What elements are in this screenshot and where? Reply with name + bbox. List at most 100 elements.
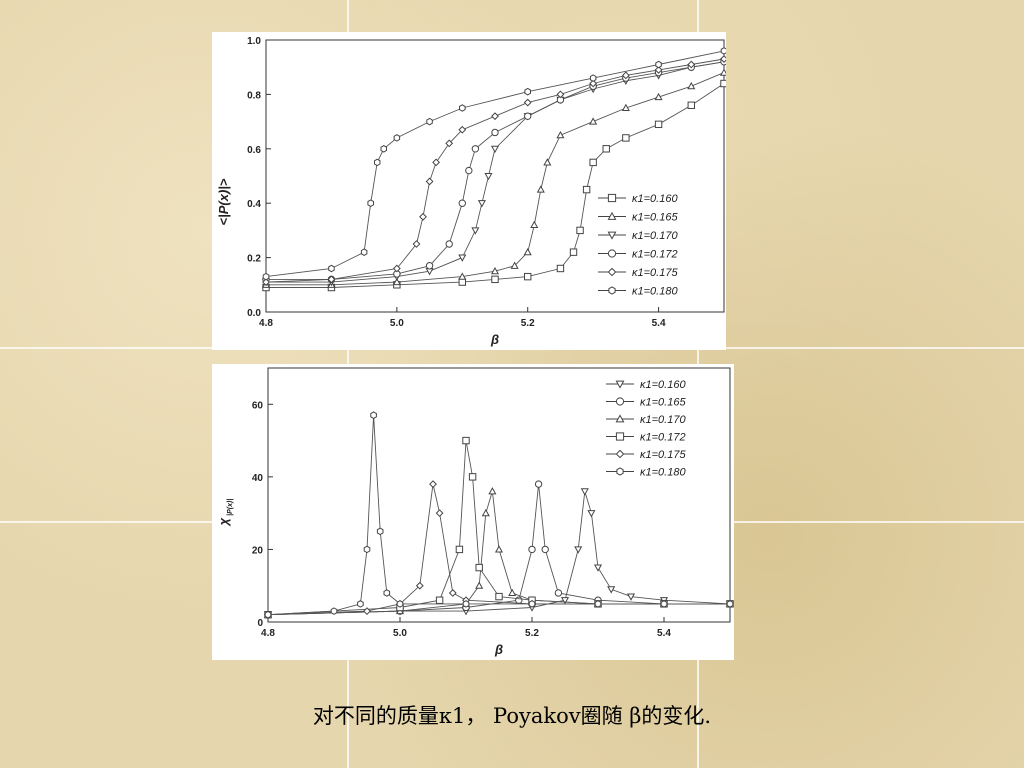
data-point xyxy=(363,545,371,554)
data-point xyxy=(412,240,421,248)
data-point xyxy=(380,145,387,153)
data-point xyxy=(435,509,444,518)
plot-frame xyxy=(267,367,731,623)
legend-entry: κ1=0.165 xyxy=(640,397,686,409)
legend-entry: κ1=0.160 xyxy=(632,193,678,205)
series-line xyxy=(266,72,725,286)
data-point xyxy=(582,185,591,194)
data-point xyxy=(490,145,500,154)
data-point xyxy=(569,248,578,256)
data-point xyxy=(530,220,539,229)
susceptibility-chart-panel: 4.8 5.0 5.2 5.4 0 20 40 60 β χ |P(x)| κ1=0.160 κ1=0… xyxy=(212,364,734,660)
y-tick-label: 0.4 xyxy=(247,199,261,210)
legend-marker xyxy=(615,380,625,389)
data-point xyxy=(602,145,610,153)
data-point xyxy=(655,60,662,69)
data-point xyxy=(264,610,272,619)
data-point xyxy=(541,545,549,554)
data-point xyxy=(458,125,467,134)
data-point xyxy=(435,596,444,604)
series-line xyxy=(266,61,725,283)
data-point xyxy=(459,104,466,112)
data-point xyxy=(432,158,441,167)
data-point xyxy=(587,510,596,518)
data-point xyxy=(429,480,437,489)
data-point xyxy=(556,90,565,99)
data-point xyxy=(393,134,401,142)
data-point xyxy=(660,600,668,608)
data-point xyxy=(589,74,597,82)
legend-marker xyxy=(607,211,617,220)
data-point xyxy=(523,247,532,256)
data-point xyxy=(262,272,270,281)
data-point xyxy=(458,278,466,286)
data-point xyxy=(448,589,457,597)
data-point xyxy=(589,79,598,88)
data-point xyxy=(491,128,499,137)
x-tick-label: 5.0 xyxy=(390,318,404,329)
polyakov-loop-chart: 4.8 5.0 5.2 5.4 0.0 0.2 0.4 0.6 0.8 1.0 β <|P(x)|> κ… xyxy=(216,36,726,347)
data-point xyxy=(262,278,270,286)
data-point xyxy=(484,172,493,181)
legend-entry: κ1=0.160 xyxy=(640,379,686,391)
data-point xyxy=(536,185,545,193)
x-tick-label: 4.8 xyxy=(261,628,275,639)
data-point xyxy=(462,436,470,445)
data-point xyxy=(468,473,477,481)
data-point xyxy=(534,480,543,488)
data-point xyxy=(510,261,519,269)
data-point xyxy=(576,226,584,235)
legend-entry: κ1=0.175 xyxy=(640,449,686,461)
legend-marker xyxy=(607,231,617,240)
data-point xyxy=(524,112,532,120)
data-point xyxy=(491,112,499,121)
legend-marker xyxy=(607,249,617,258)
slide-caption: 对不同的质量κ1， Poyakov圈随 β的变化. xyxy=(312,704,712,728)
legend-entry: κ1=0.180 xyxy=(640,467,686,479)
data-point xyxy=(523,98,532,107)
data-point xyxy=(621,71,630,80)
series-1 xyxy=(261,68,726,288)
data-point xyxy=(471,227,480,235)
data-point xyxy=(494,545,504,553)
x-tick-label: 5.0 xyxy=(393,628,407,639)
data-point xyxy=(580,488,589,496)
y-tick-label: 0.8 xyxy=(247,90,261,101)
data-point xyxy=(481,508,490,517)
series-line xyxy=(266,61,725,280)
legend-marker xyxy=(615,414,625,423)
data-point xyxy=(455,545,464,554)
x-tick-label: 5.4 xyxy=(652,318,666,329)
data-point xyxy=(376,527,384,536)
data-point xyxy=(458,199,466,207)
data-point xyxy=(594,600,602,608)
legend-entry: κ1=0.172 xyxy=(632,249,678,261)
data-point xyxy=(367,199,374,207)
legend-marker xyxy=(615,449,625,459)
data-point xyxy=(554,589,563,597)
data-point xyxy=(471,145,480,153)
y-tick-label: 0.6 xyxy=(247,145,261,156)
data-point xyxy=(528,545,536,554)
polyakov-loop-chart-panel: 4.8 5.0 5.2 5.4 0.0 0.2 0.4 0.6 0.8 1.0 β <|P(x)|> κ… xyxy=(212,32,726,350)
y-tick-label: 0 xyxy=(257,618,263,629)
y-axis-label: χ |P(x)| xyxy=(216,499,234,528)
data-point xyxy=(465,166,473,175)
y-tick-label: 1.0 xyxy=(247,36,261,47)
data-point xyxy=(426,117,433,126)
data-point xyxy=(357,600,364,608)
data-point xyxy=(528,600,536,608)
legend-entry: κ1=0.175 xyxy=(632,267,678,279)
legend-marker xyxy=(615,432,625,441)
data-point xyxy=(719,68,726,76)
data-point xyxy=(477,200,486,208)
series-line xyxy=(266,83,725,288)
data-point xyxy=(392,277,401,286)
data-point xyxy=(374,158,381,167)
data-point xyxy=(621,103,630,112)
data-point xyxy=(654,92,663,101)
x-axis-label: β xyxy=(490,332,499,347)
data-point xyxy=(626,593,636,601)
data-point xyxy=(720,79,726,88)
data-point xyxy=(543,158,552,166)
